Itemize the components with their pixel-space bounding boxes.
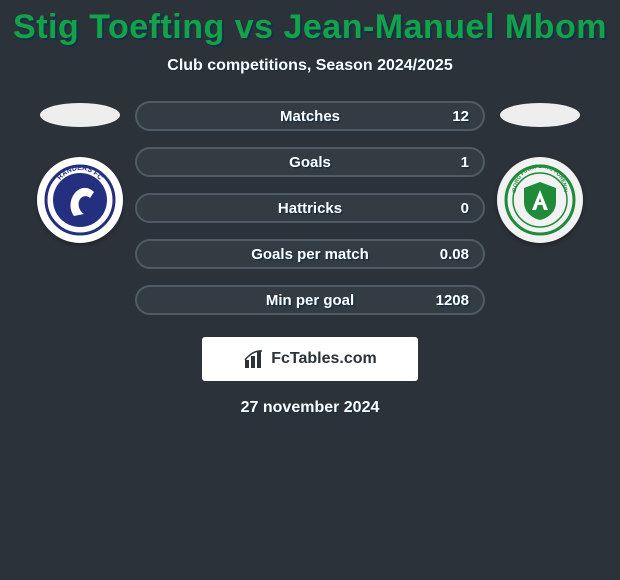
right-player-photo-placeholder [500,103,580,127]
stats-panel: Matches 12 Goals 1 Hattricks 0 Goals per… [135,101,485,331]
stat-row: Matches 12 [135,101,485,131]
randers-logo-icon: RANDERS FC [44,164,116,236]
stat-label: Min per goal [266,292,354,309]
stat-value-right: 0.08 [440,246,469,263]
stat-label: Matches [280,108,340,125]
stat-value-right: 1 [461,154,469,171]
stat-value-right: 12 [452,108,469,125]
brand-box: FcTables.com [202,337,418,381]
stat-value-right: 0 [461,200,469,217]
stat-row: Min per goal 1208 [135,285,485,315]
stat-row: Goals per match 0.08 [135,239,485,269]
right-club-badge: VIBORG FODSPORTS FORENING [497,157,583,243]
stat-row: Goals 1 [135,147,485,177]
brand-text: FcTables.com [271,350,377,368]
bar-chart-icon [243,348,265,370]
page-subtitle: Club competitions, Season 2024/2025 [167,57,452,75]
stat-row: Hattricks 0 [135,193,485,223]
page-title: Stig Toefting vs Jean-Manuel Mbom [13,8,607,47]
stat-label: Goals per match [251,246,369,263]
left-club-badge: RANDERS FC [37,157,123,243]
comparison-card: Stig Toefting vs Jean-Manuel Mbom Club c… [0,0,620,580]
main-row: RANDERS FC Matches 12 Goals 1 Hattricks … [0,101,620,331]
stat-value-right: 1208 [436,292,469,309]
left-player-photo-placeholder [40,103,120,127]
left-player-column: RANDERS FC [25,101,135,243]
date-text: 27 november 2024 [241,399,380,417]
stat-label: Hattricks [278,200,342,217]
right-player-column: VIBORG FODSPORTS FORENING [485,101,595,243]
stat-label: Goals [289,154,331,171]
viborg-logo-icon: VIBORG FODSPORTS FORENING [504,164,576,236]
